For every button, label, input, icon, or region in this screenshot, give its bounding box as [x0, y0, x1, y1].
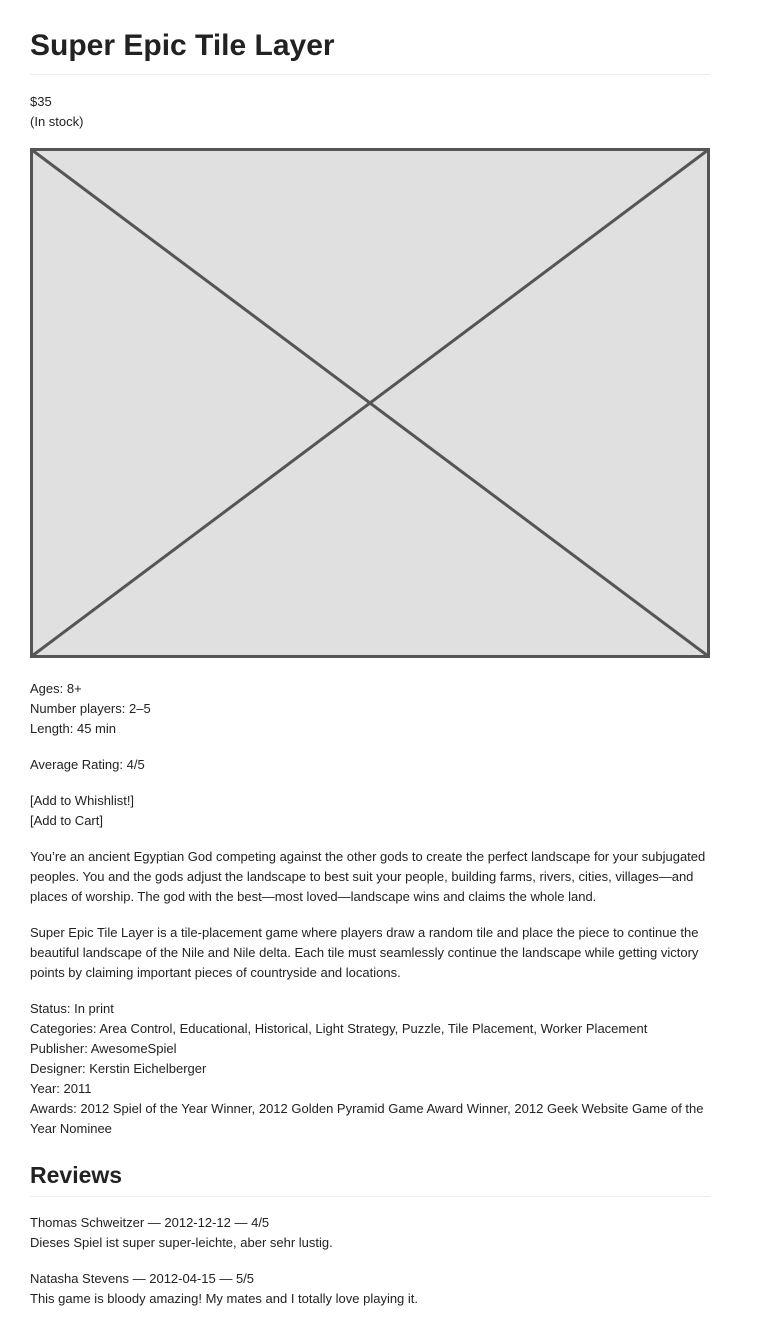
- paragraph: You’re an ancient Egyptian God competing…: [30, 849, 706, 904]
- actions: [Add to Whishlist!] [Add to Cart]: [30, 791, 710, 831]
- review: Natasha Stevens — 2012-04-15 — 5/5 This g…: [30, 1269, 710, 1309]
- metadata: Status: In print Categories: Area Control…: [30, 999, 710, 1139]
- image-placeholder: [30, 148, 710, 658]
- detail: Ages: 8+: [30, 681, 82, 696]
- metadata-line: Awards: 2012 Spiel of the Year Winner, 2…: [30, 1101, 704, 1136]
- paragraph: Super Epic Tile Layer is a tile-placemen…: [30, 925, 699, 980]
- price: $35: [30, 94, 52, 109]
- page: Super Epic Tile Layer $35 (In stock) Age…: [0, 28, 760, 1342]
- metadata-line: Year: 2011: [30, 1081, 92, 1096]
- review-text: This game is bloody amazing! My mates an…: [30, 1291, 419, 1306]
- action-link[interactable]: [Add to Whishlist!]: [30, 793, 135, 808]
- metadata-line: Status: In print: [30, 1001, 114, 1016]
- reviews: Thomas Schweitzer — 2012-12-12 — 4/5 Dies…: [30, 1213, 710, 1309]
- metadata-line: Designer: Kerstin Eichelberger: [30, 1061, 207, 1076]
- reviews-title: Reviews: [30, 1159, 710, 1197]
- action-link[interactable]: [Add to Cart]: [30, 813, 103, 828]
- details: Ages: 8+ Number players: 2–5 Length: 45 mi…: [30, 679, 710, 739]
- product: Super Epic Tile Layer $35 (In stock) Age…: [0, 28, 760, 1309]
- metadata-line: Publisher: AwesomeSpiel: [30, 1041, 177, 1056]
- review-byline: Thomas Schweitzer — 2012-12-12 — 4/5: [30, 1215, 270, 1230]
- review-byline: Natasha Stevens — 2012-04-15 — 5/5: [30, 1271, 255, 1286]
- metadata-line: Categories: Area Control, Educational, H…: [30, 1021, 648, 1036]
- stock: (In stock): [30, 114, 84, 129]
- purchase: $35 (In stock): [30, 92, 710, 132]
- detail: Number players: 2–5: [30, 701, 151, 716]
- review: Thomas Schweitzer — 2012-12-12 — 4/5 Dies…: [30, 1213, 710, 1253]
- review-text: Dieses Spiel ist super super-leichte, ab…: [30, 1235, 333, 1250]
- title: Super Epic Tile Layer: [30, 28, 710, 75]
- description: You’re an ancient Egyptian God competing…: [30, 847, 710, 983]
- rating: Average Rating: 4/5: [30, 757, 145, 772]
- detail: Length: 45 min: [30, 721, 117, 736]
